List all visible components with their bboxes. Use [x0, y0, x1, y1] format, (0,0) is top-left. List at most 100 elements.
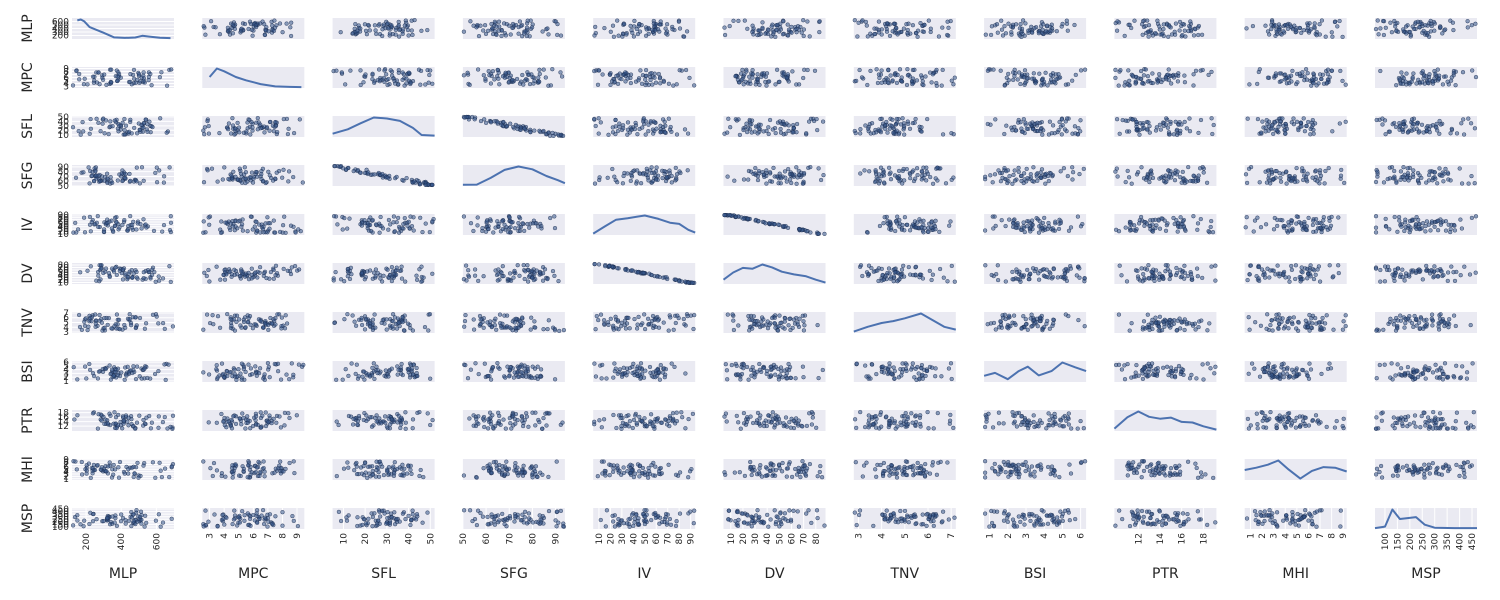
data-point — [334, 68, 339, 73]
data-point — [126, 223, 131, 229]
data-point — [461, 73, 466, 78]
data-point — [1392, 174, 1397, 179]
data-point — [722, 25, 727, 30]
data-point — [1161, 276, 1166, 281]
data-point — [338, 164, 344, 169]
panel-IV-MHI — [1243, 214, 1347, 235]
data-point — [1415, 170, 1421, 176]
data-point — [1009, 30, 1014, 35]
data-point — [1167, 24, 1172, 29]
data-point — [1318, 173, 1324, 178]
data-point — [1175, 169, 1180, 174]
data-point — [1310, 175, 1315, 180]
data-point — [763, 74, 768, 79]
data-point — [425, 28, 430, 33]
data-point — [249, 27, 254, 32]
data-point — [238, 168, 243, 173]
data-point — [85, 82, 90, 87]
data-point — [620, 34, 625, 39]
data-point — [273, 230, 278, 235]
data-point — [253, 270, 258, 275]
data-point — [217, 131, 222, 136]
data-point — [125, 228, 130, 233]
data-point — [1037, 315, 1043, 320]
data-point — [1003, 224, 1008, 229]
data-point — [892, 71, 897, 77]
data-point — [1187, 116, 1192, 121]
data-point — [358, 26, 363, 31]
data-point — [82, 230, 88, 235]
data-point — [507, 214, 512, 220]
data-point — [1174, 265, 1179, 271]
data-point — [410, 32, 415, 37]
data-point — [95, 214, 100, 219]
data-point — [767, 170, 773, 175]
data-point — [230, 224, 235, 229]
data-point — [909, 78, 915, 84]
data-point — [1388, 20, 1393, 25]
data-point — [727, 24, 732, 29]
data-point — [543, 132, 549, 137]
data-point — [547, 133, 553, 138]
data-point — [800, 313, 805, 318]
data-point — [786, 27, 792, 32]
data-point — [1061, 166, 1066, 171]
data-point — [886, 165, 892, 170]
data-point — [552, 226, 558, 231]
data-point — [1147, 180, 1152, 185]
data-point — [477, 313, 483, 319]
data-point — [504, 123, 509, 129]
data-point — [1023, 80, 1028, 86]
data-point — [1285, 23, 1290, 28]
data-point — [156, 274, 161, 279]
data-point — [1028, 172, 1033, 177]
data-point — [135, 221, 140, 226]
data-point — [764, 83, 769, 88]
data-point — [1025, 176, 1030, 181]
data-point — [648, 119, 653, 124]
data-point — [1432, 264, 1437, 269]
data-point — [1403, 225, 1408, 230]
data-point — [406, 219, 411, 224]
data-point — [1155, 80, 1160, 85]
data-point — [91, 179, 97, 184]
data-point — [520, 315, 525, 320]
data-point — [1133, 81, 1138, 86]
data-point — [891, 130, 896, 135]
data-point — [409, 28, 414, 33]
data-point — [1457, 166, 1462, 171]
data-point — [1012, 124, 1017, 130]
data-point — [157, 278, 162, 283]
panel-background — [723, 263, 826, 284]
data-point — [162, 174, 167, 179]
data-point — [1340, 34, 1345, 39]
data-point — [1267, 32, 1272, 37]
data-point — [1272, 120, 1278, 125]
data-point — [546, 32, 551, 37]
data-point — [632, 18, 637, 23]
data-point — [87, 181, 92, 186]
data-point — [650, 82, 655, 87]
data-point — [101, 229, 106, 234]
data-point — [128, 117, 133, 122]
data-point — [261, 325, 266, 330]
data-point — [1179, 319, 1184, 324]
data-point — [806, 119, 812, 124]
data-point — [1423, 224, 1428, 229]
data-point — [613, 124, 618, 129]
data-point — [237, 130, 242, 135]
data-point — [857, 67, 862, 73]
data-point — [94, 116, 99, 121]
data-point — [998, 319, 1003, 324]
data-point — [639, 81, 645, 86]
data-point — [1013, 128, 1019, 133]
data-point — [677, 26, 683, 31]
data-point — [116, 317, 122, 322]
data-point — [489, 21, 494, 27]
data-point — [1293, 27, 1298, 33]
data-point — [1305, 71, 1310, 76]
data-point — [683, 279, 688, 284]
data-point — [1015, 221, 1020, 226]
data-point — [262, 32, 268, 38]
data-point — [283, 230, 288, 235]
